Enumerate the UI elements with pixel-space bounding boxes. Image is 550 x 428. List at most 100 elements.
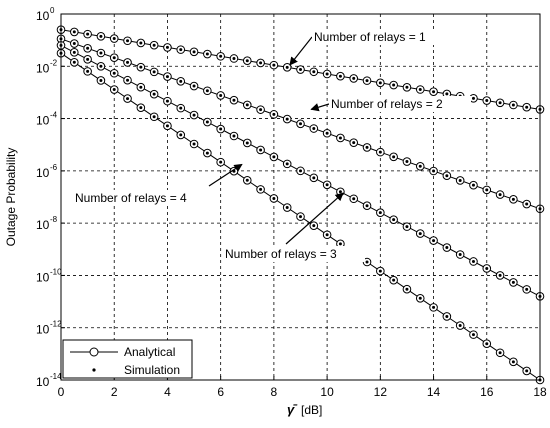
simulation-marker-relays-2 [205,89,209,93]
y-tick-label-base: 10 [36,166,50,180]
legend: Analytical Simulation [62,339,193,379]
simulation-marker-relays-2 [259,108,263,112]
simulation-marker-relays-1 [352,76,356,80]
annotation-label: Number of relays = 1 [314,30,426,44]
simulation-marker-relays-3 [471,259,475,263]
simulation-marker-relays-3 [99,64,103,68]
simulation-marker-relays-4 [99,78,103,82]
simulation-marker-relays-3 [139,85,143,89]
legend-analytical-marker [89,347,99,357]
simulation-marker-relays-1 [205,52,209,56]
simulation-marker-relays-3 [152,92,156,96]
simulation-marker-relays-4 [112,88,116,92]
simulation-marker-relays-1 [152,43,156,47]
simulation-marker-relays-4 [405,287,409,291]
simulation-marker-relays-4 [72,60,76,64]
y-tick-label-exponent: -12 [50,320,62,329]
simulation-marker-relays-2 [365,145,369,149]
legend-box [62,339,193,379]
simulation-marker-relays-3 [392,218,396,222]
x-axis-label-symbol: γ̄ [287,402,298,417]
x-tick-label: 14 [427,385,441,399]
x-tick-label: 2 [111,385,118,399]
legend-simulation-label: Simulation [124,363,180,377]
simulation-marker-relays-1 [525,105,529,109]
y-tick-label-exponent: -8 [50,215,58,224]
simulation-marker-relays-3 [86,57,90,61]
simulation-marker-relays-1 [165,45,169,49]
x-tick-label: 16 [480,385,494,399]
simulation-marker-relays-2 [219,93,223,97]
y-tick-label-base: 10 [36,270,50,284]
simulation-marker-relays-4 [392,278,396,282]
y-tick-label-base: 10 [36,114,50,128]
simulation-marker-relays-1 [418,87,422,91]
simulation-marker-relays-1 [498,101,502,105]
simulation-marker-relays-3 [232,134,236,138]
simulation-marker-relays-1 [99,34,103,38]
simulation-marker-relays-1 [272,63,276,67]
simulation-marker-relays-2 [312,127,316,131]
annotation-label: Number of relays = 2 [331,97,443,111]
simulation-marker-relays-4 [285,206,289,210]
x-axis-label-group: γ̄ [dB] [287,402,322,417]
simulation-marker-relays-2 [338,136,342,140]
simulation-marker-relays-2 [99,51,103,55]
simulation-marker-relays-2 [352,141,356,145]
simulation-marker-relays-1 [112,37,116,41]
x-tick-label: 8 [271,385,278,399]
simulation-marker-relays-3 [338,190,342,194]
simulation-marker-relays-4 [445,314,449,318]
simulation-marker-relays-2 [192,84,196,88]
simulation-marker-relays-2 [86,46,90,50]
simulation-marker-relays-2 [445,174,449,178]
x-tick-label: 0 [58,385,65,399]
simulation-marker-relays-1 [285,65,289,69]
simulation-marker-relays-2 [232,98,236,102]
x-tick-label: 18 [533,385,547,399]
y-tick-label-exponent: -4 [50,111,58,120]
simulation-marker-relays-4 [152,115,156,119]
simulation-marker-relays-3 [498,273,502,277]
simulation-marker-relays-2 [72,42,76,46]
simulation-marker-relays-1 [432,90,436,94]
annotation-arrow [289,36,313,66]
y-tick-label-exponent: -6 [50,163,58,172]
simulation-marker-relays-2 [112,56,116,60]
simulation-marker-relays-3 [418,232,422,236]
x-axis-label: [dB] [301,403,322,417]
simulation-marker-relays-2 [485,188,489,192]
annotation-arrow [208,163,243,187]
simulation-marker-relays-4 [165,124,169,128]
simulation-marker-relays-4 [365,260,369,264]
simulation-marker-relays-4 [192,142,196,146]
plot-frame [60,13,541,381]
simulation-marker-relays-4 [219,160,223,164]
simulation-marker-relays-1 [485,99,489,103]
simulation-marker-relays-1 [471,96,475,100]
simulation-marker-relays-1 [338,74,342,78]
simulation-marker-relays-1 [259,61,263,65]
simulation-marker-relays-1 [511,103,515,107]
simulation-marker-relays-4 [245,178,249,182]
simulation-marker-relays-1 [378,81,382,85]
annotation-arrow [310,103,330,112]
simulation-marker-relays-2 [432,169,436,173]
simulation-marker-relays-1 [232,56,236,60]
simulation-marker-relays-2 [126,60,130,64]
simulation-marker-relays-1 [445,92,449,96]
annotation-background [73,190,215,206]
simulation-marker-relays-1 [392,83,396,87]
simulation-marker-relays-1 [245,59,249,63]
simulation-marker-relays-2 [378,150,382,154]
legend-simulation-marker [92,368,96,372]
y-tick-label-exponent: -14 [50,372,62,381]
simulation-marker-relays-1 [365,79,369,83]
simulation-marker-relays-4 [312,224,316,228]
simulation-marker-relays-3 [405,225,409,229]
simulation-marker-relays-3 [179,106,183,110]
simulation-marker-relays-2 [511,197,515,201]
y-tick-label-base: 10 [36,323,50,337]
